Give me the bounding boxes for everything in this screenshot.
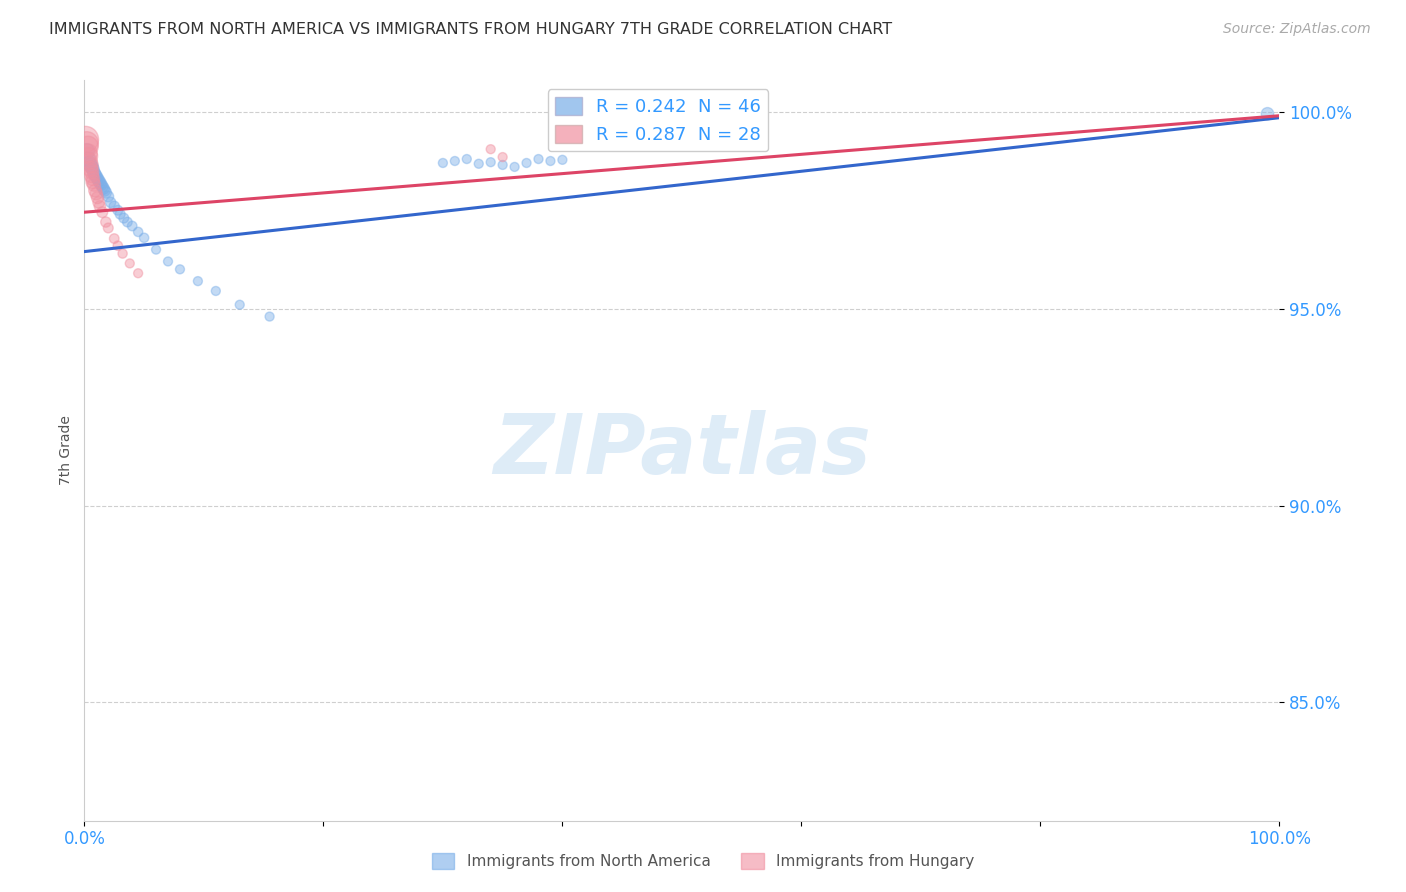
Point bbox=[76, 136, 98, 151]
Point bbox=[94, 215, 117, 229]
Point bbox=[492, 150, 515, 164]
Point bbox=[86, 171, 108, 186]
Point bbox=[540, 154, 562, 169]
Y-axis label: 7th Grade: 7th Grade bbox=[59, 416, 73, 485]
Point bbox=[90, 178, 112, 192]
Point bbox=[80, 160, 103, 174]
Point bbox=[1257, 107, 1279, 121]
Point bbox=[456, 152, 478, 166]
Point bbox=[157, 254, 180, 268]
Point bbox=[77, 152, 100, 166]
Point bbox=[132, 231, 156, 245]
Point bbox=[93, 181, 115, 195]
Point bbox=[479, 155, 502, 169]
Point bbox=[110, 207, 132, 221]
Point bbox=[89, 199, 111, 213]
Point bbox=[75, 132, 97, 146]
Point bbox=[77, 154, 100, 169]
Point bbox=[145, 243, 167, 257]
Point bbox=[87, 174, 110, 188]
Point bbox=[503, 160, 526, 174]
Point bbox=[86, 191, 108, 205]
Point bbox=[84, 184, 107, 198]
Point bbox=[80, 169, 103, 183]
Point bbox=[117, 215, 139, 229]
Point bbox=[479, 142, 502, 156]
Text: ZIPatlas: ZIPatlas bbox=[494, 410, 870, 491]
Point bbox=[89, 176, 111, 190]
Point bbox=[79, 158, 101, 172]
Point bbox=[83, 166, 105, 180]
Point bbox=[82, 175, 104, 189]
Text: Source: ZipAtlas.com: Source: ZipAtlas.com bbox=[1223, 22, 1371, 37]
Point bbox=[259, 310, 281, 324]
Point bbox=[77, 149, 100, 163]
Point bbox=[91, 205, 114, 219]
Point bbox=[492, 158, 515, 172]
Text: IMMIGRANTS FROM NORTH AMERICA VS IMMIGRANTS FROM HUNGARY 7TH GRADE CORRELATION C: IMMIGRANTS FROM NORTH AMERICA VS IMMIGRA… bbox=[49, 22, 893, 37]
Point bbox=[80, 164, 103, 178]
Point bbox=[76, 144, 98, 158]
Point bbox=[94, 186, 117, 200]
Legend: Immigrants from North America, Immigrants from Hungary: Immigrants from North America, Immigrant… bbox=[426, 847, 980, 875]
Legend: R = 0.242  N = 46, R = 0.287  N = 28: R = 0.242 N = 46, R = 0.287 N = 28 bbox=[547, 89, 768, 152]
Point bbox=[107, 238, 129, 252]
Point bbox=[468, 157, 491, 171]
Point bbox=[93, 184, 115, 198]
Point bbox=[97, 221, 120, 235]
Point bbox=[86, 169, 108, 184]
Point bbox=[77, 156, 100, 170]
Point bbox=[444, 154, 467, 169]
Point bbox=[187, 274, 209, 288]
Point bbox=[79, 158, 101, 172]
Point bbox=[84, 168, 107, 182]
Point bbox=[103, 231, 125, 245]
Point bbox=[432, 156, 454, 170]
Point bbox=[516, 156, 538, 170]
Point bbox=[127, 225, 149, 239]
Point bbox=[86, 186, 108, 201]
Point bbox=[205, 284, 228, 298]
Point bbox=[79, 161, 101, 176]
Point bbox=[121, 219, 143, 233]
Point bbox=[229, 298, 252, 312]
Point bbox=[112, 211, 135, 226]
Point bbox=[103, 199, 125, 213]
Point bbox=[83, 178, 105, 192]
Point bbox=[551, 153, 574, 167]
Point bbox=[82, 171, 104, 186]
Point bbox=[87, 195, 110, 210]
Point bbox=[107, 203, 129, 218]
Point bbox=[97, 189, 120, 203]
Point bbox=[169, 262, 191, 277]
Point bbox=[111, 246, 134, 260]
Point bbox=[77, 146, 100, 161]
Point bbox=[527, 152, 550, 166]
Point bbox=[100, 195, 122, 210]
Point bbox=[77, 139, 100, 153]
Point bbox=[127, 266, 149, 280]
Point bbox=[91, 179, 114, 194]
Point bbox=[118, 256, 141, 270]
Point bbox=[82, 161, 104, 176]
